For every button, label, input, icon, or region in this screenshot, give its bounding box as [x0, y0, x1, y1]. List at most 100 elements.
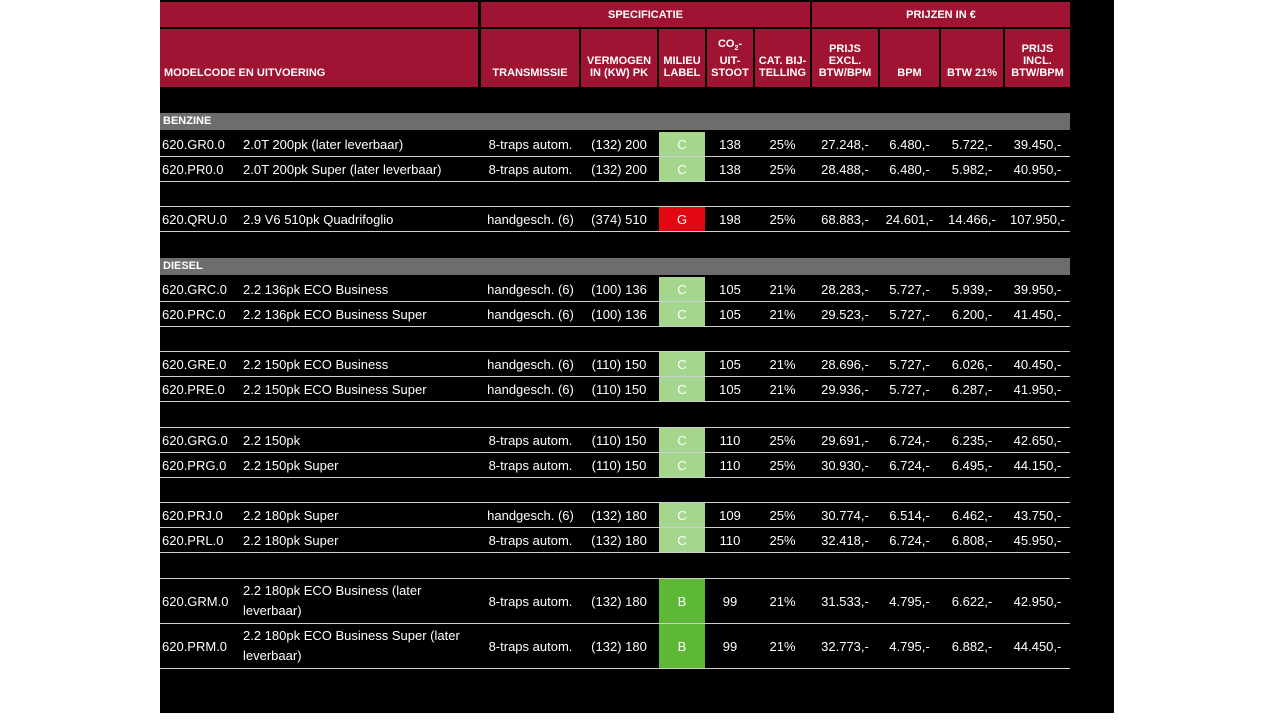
milieu-label-badge: C: [659, 528, 705, 552]
cell-trans: handgesch. (6): [487, 281, 574, 297]
cell-excl: 68.883,-: [821, 211, 869, 227]
cell-excl: 31.533,-: [821, 593, 869, 609]
col-header-btw-label: BTW 21%: [946, 67, 998, 79]
col-header-co2-label: CO2- UIT- STOOT: [711, 37, 749, 79]
cell-trans: 8-traps autom.: [488, 593, 573, 609]
cell-btw: 6.287,-: [951, 381, 993, 397]
cell-power: (110) 150: [591, 457, 647, 473]
cell-power: (110) 150: [591, 381, 647, 397]
cell-co2: 105: [719, 356, 741, 372]
table-row: 620.GRE.0 2.2 150pk ECO Business handgesch…: [160, 352, 1070, 376]
cell-co2: 105: [719, 281, 741, 297]
cell-co2: 99: [722, 593, 738, 609]
cell-cat: 21%: [769, 381, 796, 397]
group-spec-label: SPECIFICATIE: [608, 8, 683, 21]
cell-power: (132) 180: [591, 593, 647, 609]
cell-code: 620.PRJ.0: [162, 507, 223, 523]
col-header-vermogen: VERMOGEN IN (KW) PK: [581, 29, 657, 87]
table-row: 620.GRC.0 2.2 136pk ECO Business handgesch…: [160, 277, 1070, 301]
cell-incl: 41.450,-: [1013, 306, 1062, 322]
cell-code: 620.QRU.0: [162, 211, 228, 227]
cell-code: 620.PR0.0: [162, 161, 224, 177]
row-divider: [160, 623, 1070, 624]
cell-excl: 29.523,-: [821, 306, 869, 322]
row-divider: [160, 376, 1070, 377]
milieu-label-badge: G: [659, 207, 705, 231]
cell-co2: 110: [719, 532, 741, 548]
cell-cat: 21%: [769, 281, 796, 297]
milieu-label-badge: C: [659, 132, 705, 156]
col-header-transmissie: TRANSMISSIE: [481, 29, 579, 87]
cell-desc: 2.0T 200pk Super (later leverbaar): [243, 161, 442, 177]
cell-code: 620.GR0.0: [162, 136, 225, 152]
col-header-transmissie-label: TRANSMISSIE: [492, 67, 568, 79]
row-divider: [160, 502, 1070, 503]
row-divider: [160, 326, 1070, 327]
cell-excl: 28.283,-: [821, 281, 869, 297]
cell-power: (374) 510: [591, 211, 647, 227]
col-header-cat: CAT. BIJ- TELLING: [755, 29, 810, 87]
cell-code: 620.GRG.0: [162, 432, 228, 448]
cell-code: 620.PRC.0: [162, 306, 226, 322]
col-header-bpm: BPM: [880, 29, 939, 87]
cell-code: 620.GRM.0: [162, 593, 229, 609]
cell-btw: 6.200,-: [951, 306, 993, 322]
col-header-btw: BTW 21%: [941, 29, 1003, 87]
col-header-milieu-label: MILIEU LABEL: [663, 55, 701, 79]
cell-bpm: 6.480,-: [889, 161, 930, 177]
cell-excl: 28.488,-: [821, 161, 869, 177]
cell-incl: 40.950,-: [1013, 161, 1062, 177]
cell-cat: 25%: [769, 161, 796, 177]
milieu-label-badge: B: [659, 579, 705, 623]
cell-incl: 44.450,-: [1013, 638, 1062, 654]
cell-desc: 2.2 180pk ECO Business (later leverbaar): [243, 583, 422, 618]
cell-bpm: 6.724,-: [889, 432, 930, 448]
cell-bpm: 6.514,-: [889, 507, 930, 523]
milieu-label-badge: C: [659, 453, 705, 477]
cell-desc: 2.2 136pk ECO Business: [243, 281, 389, 297]
cell-cat: 21%: [769, 356, 796, 372]
col-header-prijs-incl-label: PRIJS INCL. BTW/BPM: [1011, 43, 1064, 79]
cell-incl: 42.650,-: [1013, 432, 1062, 448]
cell-trans: handgesch. (6): [487, 507, 574, 523]
row-divider: [160, 668, 1070, 669]
cell-cat: 25%: [769, 432, 796, 448]
cell-code: 620.PRM.0: [162, 638, 228, 654]
cell-code: 620.PRE.0: [162, 381, 225, 397]
cell-excl: 30.774,-: [821, 507, 869, 523]
section-benzine: BENZINE: [160, 113, 1070, 130]
cell-power: (100) 136: [591, 306, 647, 322]
cell-trans: handgesch. (6): [487, 381, 574, 397]
cell-incl: 107.950,-: [1010, 211, 1065, 227]
price-list-sheet: SPECIFICATIE PRIJZEN IN € MODELCODE EN U…: [160, 0, 1114, 713]
cell-btw: 6.882,-: [951, 638, 993, 654]
cell-incl: 45.950,-: [1013, 532, 1062, 548]
cell-desc: 2.2 150pk Super: [243, 457, 339, 473]
milieu-label-badge: C: [659, 428, 705, 452]
table-row: 620.GR0.0 2.0T 200pk (later leverbaar) 8-t…: [160, 132, 1070, 156]
table-row: 620.PR0.0 2.0T 200pk Super (later leverba…: [160, 157, 1070, 181]
cell-btw: 6.235,-: [951, 432, 993, 448]
cell-cat: 25%: [769, 507, 796, 523]
milieu-label-badge: B: [659, 624, 705, 668]
cell-excl: 29.936,-: [821, 381, 869, 397]
cell-desc: 2.0T 200pk (later leverbaar): [243, 136, 404, 152]
table-row: 620.PRM.0 2.2 180pk ECO Business Super (l…: [160, 624, 1070, 668]
cell-bpm: 24.601,-: [885, 211, 934, 227]
cell-power: (110) 150: [591, 432, 647, 448]
cell-co2: 109: [719, 507, 741, 523]
cell-btw: 6.808,-: [951, 532, 993, 548]
cell-incl: 41.950,-: [1013, 381, 1062, 397]
cell-cat: 25%: [769, 136, 796, 152]
row-divider: [160, 156, 1070, 157]
cell-excl: 28.696,-: [821, 356, 869, 372]
cell-bpm: 6.724,-: [889, 457, 930, 473]
cell-cat: 25%: [769, 532, 796, 548]
cell-power: (132) 200: [591, 136, 647, 152]
row-divider: [160, 301, 1070, 302]
col-header-prijs-incl: PRIJS INCL. BTW/BPM: [1005, 29, 1070, 87]
cell-bpm: 5.727,-: [889, 381, 930, 397]
cell-bpm: 6.480,-: [889, 136, 930, 152]
cell-power: (110) 150: [591, 356, 647, 372]
cell-cat: 25%: [769, 211, 796, 227]
